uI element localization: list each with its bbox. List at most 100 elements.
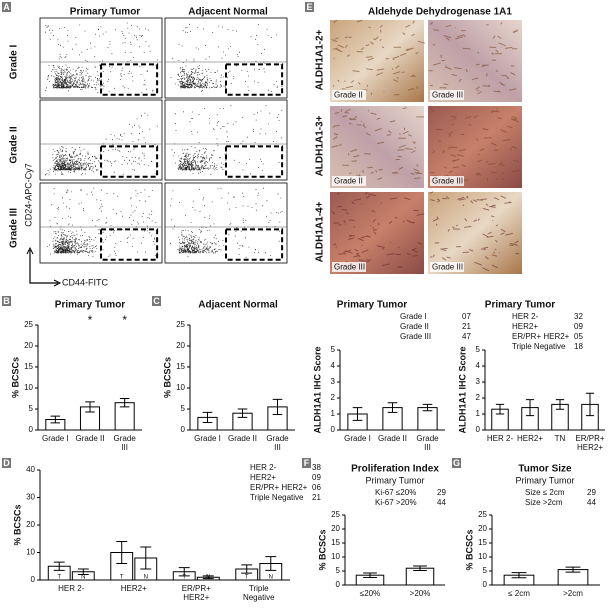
error-bar [85,401,95,413]
y-tick-label: 25 [24,320,33,329]
y-tick-label: 0 [29,425,34,434]
series-label: T [120,575,124,581]
x-tick-label: Grade II [378,434,407,443]
error-bar [116,541,128,564]
error-bar [241,564,253,574]
legend-label: Size ≤ 2cm [525,488,565,497]
ihc-texture [331,191,425,268]
ihc-texture [429,191,520,272]
flow-events [170,187,283,258]
image-label-bg [332,176,366,186]
image-label-bg [430,262,464,272]
flow-plots [39,17,288,264]
x-tick-label: TN [555,434,566,443]
chart-subtitle: Primary Tumor [365,475,424,485]
y-tick-label: 15 [24,362,33,371]
x-tick-label: HER2+ [121,584,147,593]
legend-count: 29 [437,488,446,497]
column-title: Adjacent Normal [188,7,268,18]
x-tick-label: Grade III [266,434,289,452]
y-tick-label: 0 [476,425,481,434]
column-title: Primary Tumor [70,7,140,18]
x-tick-label: HER 2- [58,584,85,593]
error-bar [119,398,130,408]
y-tick-label: 10 [478,552,487,561]
panel-label-box [2,2,11,12]
error-bar [495,403,505,415]
chart-title: Primary Tumor [337,300,407,311]
y-tick-label: 4 [476,361,481,370]
y-tick-label: 5 [336,566,341,575]
legend-count: 44 [437,498,446,507]
legend-count: 18 [574,342,583,351]
error-bar [272,398,283,415]
legend-count: 44 [587,498,596,507]
y-tick-label: 5 [476,345,481,354]
error-bar [352,407,363,421]
chart-title: Proliferation Index [351,464,439,475]
y-tick-label: 15 [176,362,185,371]
y-tick-label: 20 [331,524,340,533]
flow-events [45,22,158,93]
image-label: Grade III [432,91,463,100]
chart-title: Tumor Size [518,464,572,475]
legend-count: 21 [312,493,321,502]
x-tick-label: HER2+ [517,434,543,443]
legend-label: Grade I [400,312,427,321]
legend-count: 07 [462,312,471,321]
ihc-image [330,192,424,274]
legend-label: Triple Negative [250,493,304,502]
panel-label: C [153,296,160,306]
series-label: N [81,575,85,581]
flow-events [45,112,158,176]
legend-label: Triple Negative [512,342,566,351]
cd44-gate [225,228,284,261]
legend-count: 21 [462,322,471,331]
y-tick-label: 4 [331,361,336,370]
legend-count: 09 [312,473,321,482]
y-axis-label: ALDH1A1 IHC Score [457,346,467,433]
chart-title: Primary Tumor [485,300,555,311]
x-tick-label: ≤20% [360,589,380,598]
image-label-bg [430,90,464,100]
flow-events [47,187,158,257]
x-tick-label: HER 2- [487,434,514,443]
y-tick-label: 20 [24,341,33,350]
legend-label: Ki-67 >20% [375,498,417,507]
y-tick-label: 0 [331,425,336,434]
error-bar [413,565,427,571]
axis-arrow [29,250,58,284]
axis-arrow-head [26,246,62,287]
cd44-gate [100,63,159,96]
ihc-texture [331,107,425,185]
y-tick-label: 2 [476,393,481,402]
legend-label: Ki-67 ≤20% [375,488,416,497]
error-bar [422,403,433,412]
image-label: Grade III [432,177,463,186]
series-label: T [182,575,186,581]
y-tick-label: 5 [181,404,186,413]
significance: * [122,313,127,327]
image-label-bg [430,176,464,186]
chart-title: Adjacent Normal [198,300,278,311]
ihc-image [330,20,424,102]
x-tick-label: >20% [410,589,431,598]
error-bar [511,572,527,579]
error-bar [265,556,277,571]
legend-count: 09 [574,322,583,331]
legend-label: ER/PR+ HER2+ [250,483,308,492]
x-axis-label: CD44-FITC [62,277,109,287]
y-tick-label: 10 [24,383,33,392]
panel-label: G [453,458,460,468]
y-tick-label: 25 [176,320,185,329]
panel-label: A [3,2,10,12]
y-tick-label: 0 [483,580,488,589]
row-label: ALDH1A1-4+ [315,201,326,262]
y-tick-label: 15 [331,538,340,547]
y-tick-label: 1 [331,409,336,418]
ihc-image [428,20,522,102]
error-bar [53,561,65,571]
y-tick-label: 25 [478,510,487,519]
legend-label: HER 2- [250,463,277,472]
